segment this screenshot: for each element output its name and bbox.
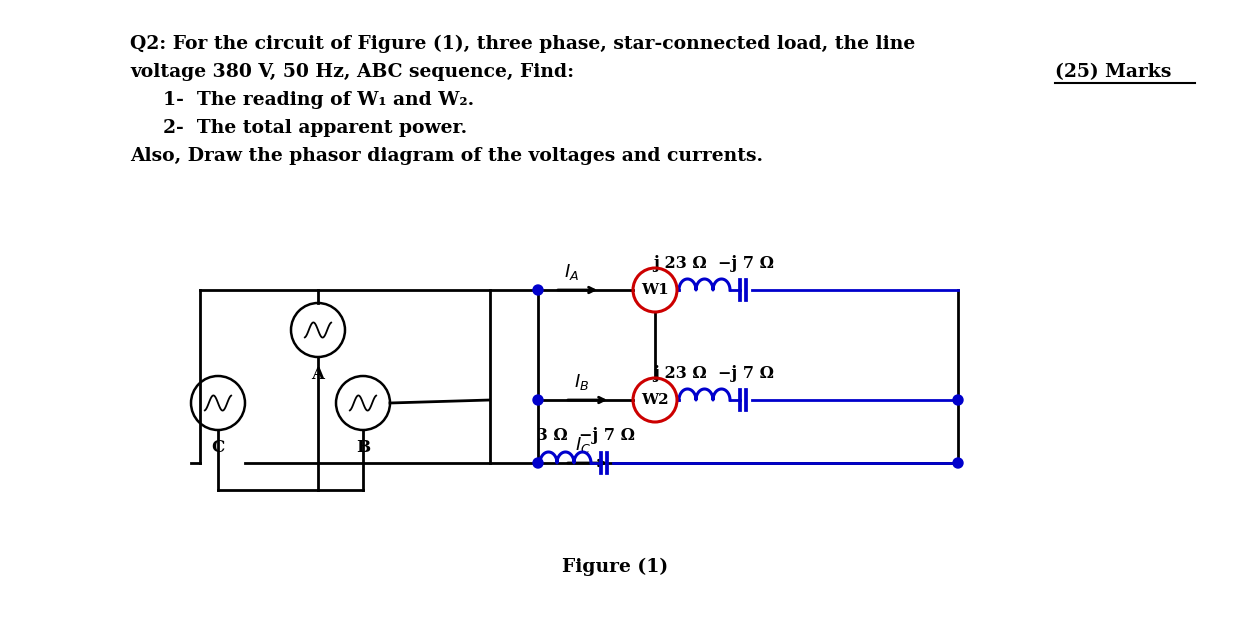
Text: voltage 380 V, 50 Hz, ABC sequence, Find:: voltage 380 V, 50 Hz, ABC sequence, Find… [130,63,575,81]
Text: $I_A$: $I_A$ [565,262,580,282]
Circle shape [532,285,544,295]
Text: $I_C$: $I_C$ [575,435,591,455]
Text: j 23 Ω  −j 7 Ω: j 23 Ω −j 7 Ω [654,254,774,272]
Text: W1: W1 [642,283,669,297]
Circle shape [953,395,963,405]
Text: 2-  The total apparent power.: 2- The total apparent power. [163,119,467,137]
Text: Q2: For the circuit of Figure (1), three phase, star-connected load, the line: Q2: For the circuit of Figure (1), three… [130,35,916,53]
Text: $I_B$: $I_B$ [575,372,589,392]
Text: 1-  The reading of W₁ and W₂.: 1- The reading of W₁ and W₂. [163,91,474,109]
Text: A: A [311,366,324,383]
Text: Figure (1): Figure (1) [562,558,668,576]
Text: (25) Marks: (25) Marks [1055,63,1172,81]
Text: W2: W2 [642,393,669,407]
Circle shape [532,395,544,405]
Text: j 23 Ω  −j 7 Ω: j 23 Ω −j 7 Ω [515,428,635,445]
Circle shape [953,458,963,468]
Text: j 23 Ω  −j 7 Ω: j 23 Ω −j 7 Ω [654,365,774,381]
Circle shape [532,458,544,468]
Text: B: B [356,439,370,456]
Bar [490,290,539,463]
Text: C: C [211,439,225,456]
Text: Also, Draw the phasor diagram of the voltages and currents.: Also, Draw the phasor diagram of the vol… [130,147,763,165]
